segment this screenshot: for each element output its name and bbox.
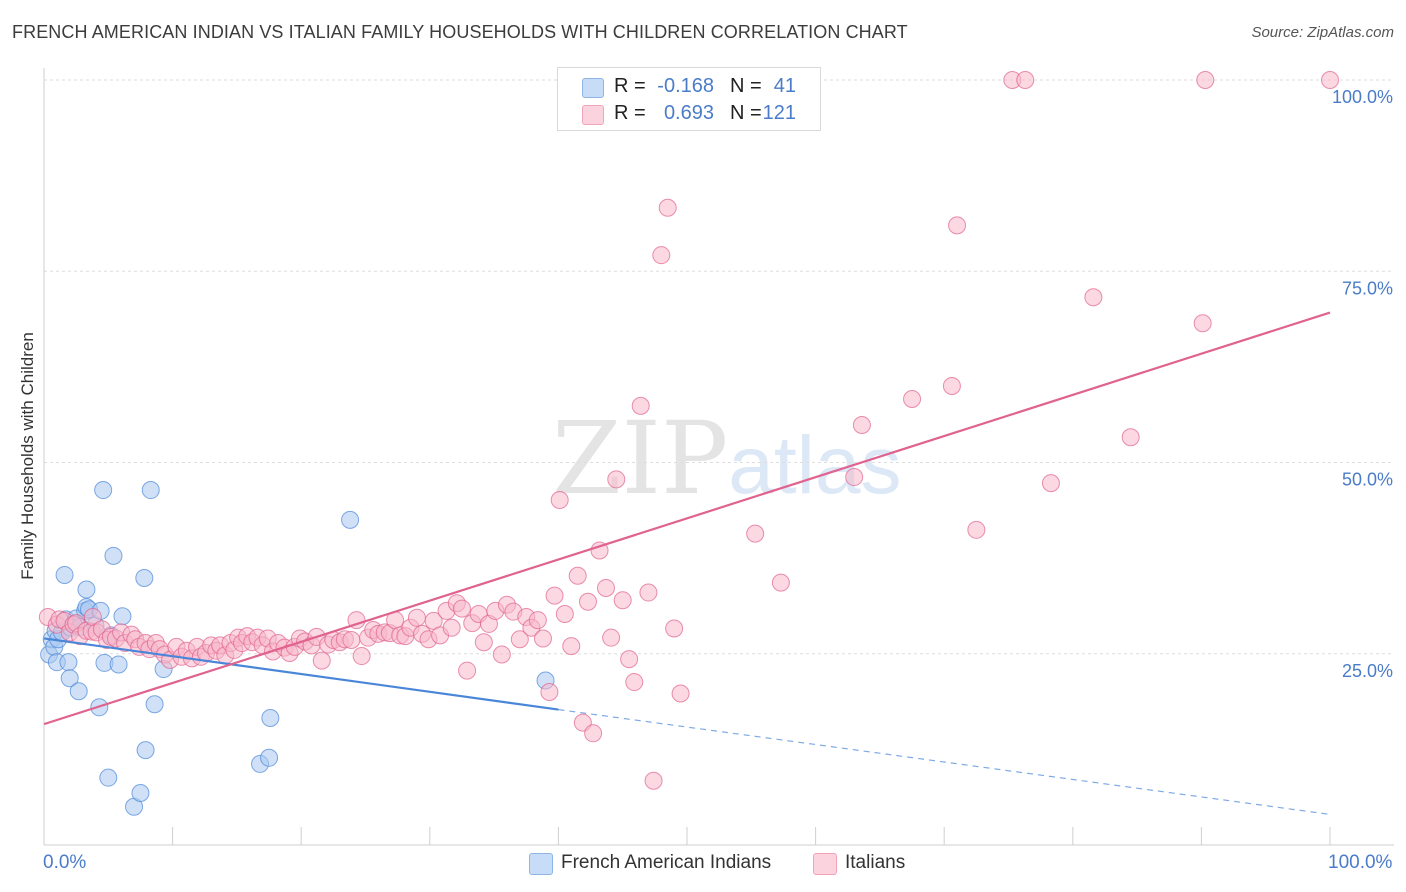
y-axis-label: Family Households with Children [18,332,37,580]
data-point-italians [625,673,644,692]
data-point-italians [1193,314,1212,333]
data-point-italians [967,520,986,539]
data-point-italians [407,608,426,627]
data-point-italians [474,633,493,652]
data-point-italians [568,566,587,585]
y-tick-label: 25.0% [1342,661,1393,681]
chart-title: FRENCH AMERICAN INDIAN VS ITALIAN FAMILY… [12,22,908,42]
data-point-italians [845,468,864,487]
data-point-italians [540,683,559,701]
source-label: Source: ZipAtlas.com [1251,24,1394,41]
legend-row-french-american-indians: R = -0.168 N = 41 [558,74,820,100]
data-point-italians [312,651,331,670]
data-point-french-american-indians [145,695,164,714]
data-point-italians [602,628,621,647]
data-point-italians [492,645,511,664]
data-point-french-american-indians [261,709,280,728]
data-point-italians [596,578,615,597]
data-point-italians [1041,474,1060,493]
data-point-italians [771,573,790,592]
data-point-italians [1084,288,1103,307]
y-tick-label: 50.0% [1342,470,1393,490]
data-point-italians [1016,71,1035,89]
legend-swatch-blue [529,853,553,875]
data-point-italians [510,630,529,649]
data-point-italians [658,198,677,217]
data-point-french-american-indians [131,783,150,802]
data-point-italians [352,647,371,666]
data-point-italians [458,661,477,680]
y-tick-label: 75.0% [1342,278,1393,298]
data-point-italians [528,611,547,630]
data-point-french-american-indians [341,510,360,529]
legend-row-italians: R = 0.693 N = 121 [558,101,820,127]
legend-swatch-pink [813,853,837,875]
data-point-french-american-indians [60,669,79,688]
data-point-italians [665,619,684,638]
data-point-italians [342,630,361,649]
legend-n-label: N = [730,75,762,97]
data-point-french-american-indians [55,565,74,584]
legend-label: Italians [845,852,906,873]
data-point-italians [555,604,574,623]
data-point-italians [590,541,609,560]
data-point-italians [545,586,564,605]
trendline-french-american-indians-extension [558,709,1331,815]
data-point-french-american-indians [136,741,155,760]
data-point-french-american-indians [113,607,132,626]
data-point-french-american-indians [135,569,154,588]
data-point-italians [948,216,967,235]
legend-n-label: N = [730,102,762,124]
data-point-italians [644,771,663,790]
data-point-french-american-indians [69,682,88,701]
data-point-french-american-indians [260,748,279,767]
data-point-italians [620,650,639,669]
correlation-legend: R = -0.168 N = 41 R = 0.693 N = 121 [557,67,821,131]
data-point-french-american-indians [104,546,123,565]
data-point-italians [1321,71,1339,89]
data-point-french-american-indians [59,653,78,672]
data-point-italians [639,583,658,602]
data-point-italians [852,416,871,435]
trendline-italians [43,311,1331,726]
data-point-french-american-indians [109,655,128,674]
data-point-italians [550,490,569,509]
data-point-italians [1121,428,1140,447]
data-point-italians [942,377,961,395]
data-point-italians [584,724,603,743]
legend-r-label: R = [614,75,646,97]
x-tick-label-max: 100.0% [1328,852,1393,873]
data-point-french-american-indians [99,768,118,787]
data-point-italians [578,592,597,611]
legend-n-value: 41 [773,75,796,97]
legend-r-label: R = [614,102,646,124]
data-point-italians [613,591,632,610]
data-point-italians [442,618,461,637]
data-point-french-american-indians [77,580,96,599]
data-point-french-american-indians [141,481,160,500]
y-tick-label: 100.0% [1332,87,1393,107]
legend-label: French American Indians [561,852,772,873]
legend-r-value: -0.168 [657,75,714,97]
legend-swatch-pink [582,105,604,125]
legend-n-value: 121 [762,102,796,124]
trendline-french-american-indians [43,637,559,711]
data-point-italians [1196,71,1215,89]
data-point-italians [452,599,471,618]
data-point-italians [533,629,552,648]
legend-swatch-blue [582,78,604,98]
data-point-italians [631,396,650,415]
data-point-italians [652,246,671,265]
data-point-italians [607,470,626,489]
data-point-italians [746,524,765,543]
data-point-italians [562,637,581,656]
data-point-french-american-indians [94,481,113,500]
x-tick-label-min: 0.0% [43,852,87,873]
legend-r-value: 0.693 [663,102,714,124]
data-point-italians [671,684,690,703]
data-point-italians [903,390,922,409]
